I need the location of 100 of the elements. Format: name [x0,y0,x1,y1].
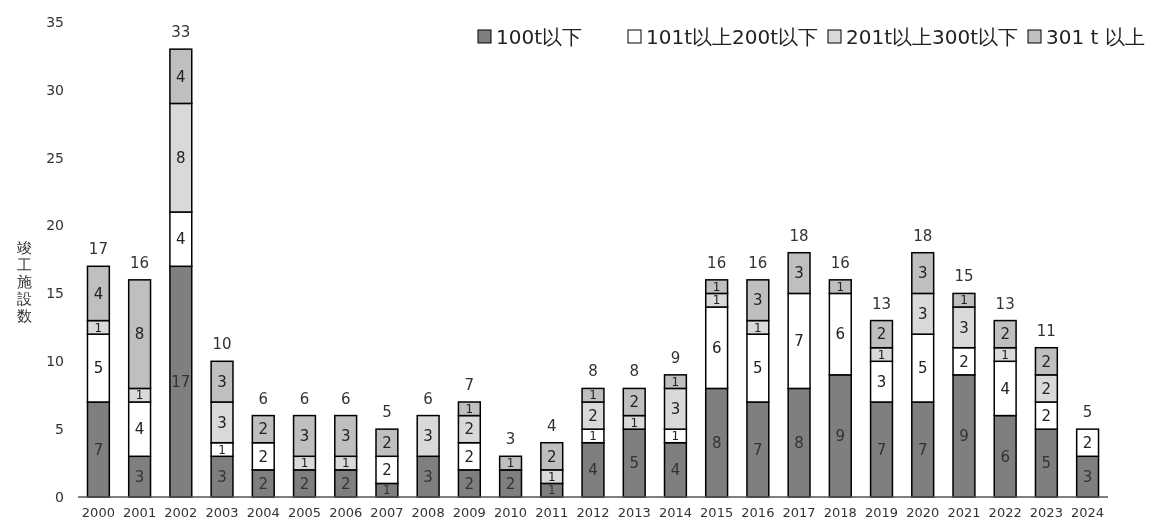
x-tick-label: 2013 [617,505,651,520]
x-tick-label: 2015 [700,505,734,520]
y-tick-label: 20 [46,217,64,234]
total-label: 11 [1036,321,1056,340]
data-label: 3 [423,427,433,446]
x-tick-label: 2009 [452,505,486,520]
data-label: 4 [176,230,186,249]
data-label: 7 [753,440,763,459]
data-label: 7 [917,440,928,459]
x-tick-label: 2006 [329,505,363,520]
data-label: 2 [258,420,269,439]
x-tick-label: 2018 [823,505,857,520]
total-label: 4 [547,416,557,435]
legend-label: 201t以上300t以下 [846,25,1019,49]
total-label: 33 [171,23,191,42]
x-tick-label: 2012 [576,505,610,520]
data-label: 6 [835,325,846,344]
data-label: 7 [876,440,887,459]
data-label: 1 [1001,347,1009,362]
data-label: 3 [423,467,433,486]
total-label: 9 [670,348,681,367]
data-label: 3 [876,372,887,391]
data-label: 1 [754,320,762,335]
data-label: 1 [589,388,597,403]
data-label: 3 [917,305,928,324]
total-label: 13 [871,294,892,313]
data-label: 2 [464,474,475,493]
total-label: 5 [1082,403,1093,422]
data-label: 2 [588,406,598,425]
y-tick-label: 10 [46,353,64,370]
data-label: 1 [135,388,144,403]
x-tick-label: 2010 [494,505,528,520]
total-label: 6 [258,389,269,408]
total-label: 16 [130,253,150,272]
x-tick-label: 2004 [246,505,280,520]
x-tick-label: 2011 [535,505,569,520]
data-label: 2 [505,474,516,493]
data-label: 1 [589,429,597,444]
total-label: 6 [423,389,433,408]
data-label: 3 [299,427,310,446]
data-label: 1 [712,293,721,308]
total-label: 6 [299,389,310,408]
total-label: 13 [995,294,1015,313]
total-label: 16 [748,253,768,272]
x-tick-label: 2023 [1029,505,1063,520]
y-tick-label: 30 [46,81,64,98]
data-label: 1 [877,347,886,362]
data-label: 8 [176,148,186,167]
data-label: 4 [670,461,681,480]
legend-label: 100t以下 [496,25,583,49]
y-tick-label: 0 [55,488,64,505]
y-tick-label: 35 [46,13,64,30]
data-label: 5 [917,359,928,378]
data-label: 1 [630,415,639,430]
data-label: 1 [547,483,556,498]
x-tick-label: 2001 [123,505,157,520]
legend-label: 101t以上200t以下 [646,25,819,49]
data-label: 2 [547,447,557,466]
data-label: 2 [1041,406,1052,425]
y-tick-label: 5 [55,421,64,438]
data-label: 4 [588,461,598,480]
x-tick-label: 2017 [782,505,816,520]
data-label: 2 [1041,352,1052,371]
data-label: 17 [171,372,191,391]
x-tick-label: 2021 [947,505,981,520]
data-label: 4 [93,284,104,303]
x-tick-label: 2002 [164,505,198,520]
x-tick-label: 2005 [287,505,322,520]
data-label: 2 [1041,379,1052,398]
y-tick-label: 25 [46,149,64,166]
data-label: 7 [93,440,104,459]
x-tick-label: 2007 [370,505,404,520]
x-tick-label: 2024 [1071,505,1105,520]
data-label: 1 [836,279,845,294]
data-label: 1 [547,469,556,484]
data-label: 5 [629,454,639,473]
data-label: 9 [835,427,846,446]
data-label: 1 [671,374,680,389]
data-label: 4 [176,67,186,86]
total-label: 16 [707,253,727,272]
total-label: 17 [88,240,108,259]
total-label: 5 [382,403,392,422]
data-label: 3 [753,291,763,310]
total-label: 6 [340,389,351,408]
x-tick-label: 2000 [81,505,115,520]
x-tick-label: 2022 [988,505,1022,520]
data-label: 2 [1000,325,1010,344]
data-label: 2 [258,474,269,493]
data-label: 1 [383,483,391,498]
data-label: 2 [258,447,269,466]
data-label: 3 [217,413,227,432]
data-label: 5 [753,359,763,378]
total-label: 15 [954,267,974,286]
data-label: 8 [794,433,804,452]
data-label: 3 [670,400,681,419]
data-label: 1 [671,429,680,444]
data-label: 3 [134,467,145,486]
data-label: 2 [464,447,475,466]
data-label: 1 [341,456,350,471]
data-label: 1 [506,456,515,471]
